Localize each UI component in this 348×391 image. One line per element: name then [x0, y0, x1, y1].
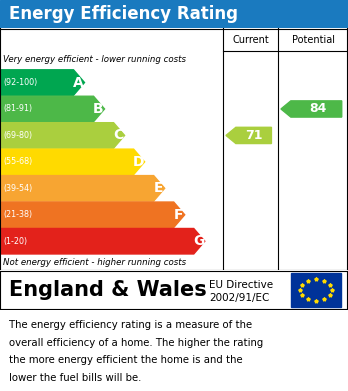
Text: England & Wales: England & Wales — [9, 280, 206, 300]
Text: lower the fuel bills will be.: lower the fuel bills will be. — [9, 373, 141, 383]
Text: (1-20): (1-20) — [3, 237, 27, 246]
Text: EU Directive: EU Directive — [209, 280, 273, 291]
Text: 71: 71 — [245, 129, 263, 142]
Polygon shape — [226, 127, 271, 143]
Text: F: F — [174, 208, 183, 222]
Text: overall efficiency of a home. The higher the rating: overall efficiency of a home. The higher… — [9, 337, 263, 348]
Text: Very energy efficient - lower running costs: Very energy efficient - lower running co… — [3, 55, 186, 64]
Text: 2002/91/EC: 2002/91/EC — [209, 293, 269, 303]
Text: D: D — [133, 155, 144, 169]
Polygon shape — [281, 101, 342, 117]
Text: Potential: Potential — [292, 35, 335, 45]
Text: the more energy efficient the home is and the: the more energy efficient the home is an… — [9, 355, 242, 365]
Text: Energy Efficiency Rating: Energy Efficiency Rating — [9, 5, 238, 23]
Polygon shape — [1, 176, 165, 201]
Text: (81-91): (81-91) — [3, 104, 33, 113]
Text: (39-54): (39-54) — [3, 184, 33, 193]
Text: A: A — [73, 75, 84, 90]
Polygon shape — [1, 123, 125, 148]
Text: C: C — [113, 128, 124, 142]
Text: (69-80): (69-80) — [3, 131, 33, 140]
Text: E: E — [154, 181, 163, 196]
Bar — [291, 273, 341, 307]
Text: (21-38): (21-38) — [3, 210, 33, 219]
Text: G: G — [193, 234, 204, 248]
Text: B: B — [93, 102, 104, 116]
Text: 84: 84 — [309, 102, 326, 115]
Text: (55-68): (55-68) — [3, 157, 33, 167]
Text: (92-100): (92-100) — [3, 78, 38, 87]
Polygon shape — [1, 228, 205, 254]
Polygon shape — [1, 149, 145, 175]
Polygon shape — [1, 70, 85, 95]
Text: Not energy efficient - higher running costs: Not energy efficient - higher running co… — [3, 258, 186, 267]
Polygon shape — [1, 202, 185, 228]
Polygon shape — [1, 96, 104, 122]
Text: Current: Current — [232, 35, 269, 45]
Text: The energy efficiency rating is a measure of the: The energy efficiency rating is a measur… — [9, 320, 252, 330]
